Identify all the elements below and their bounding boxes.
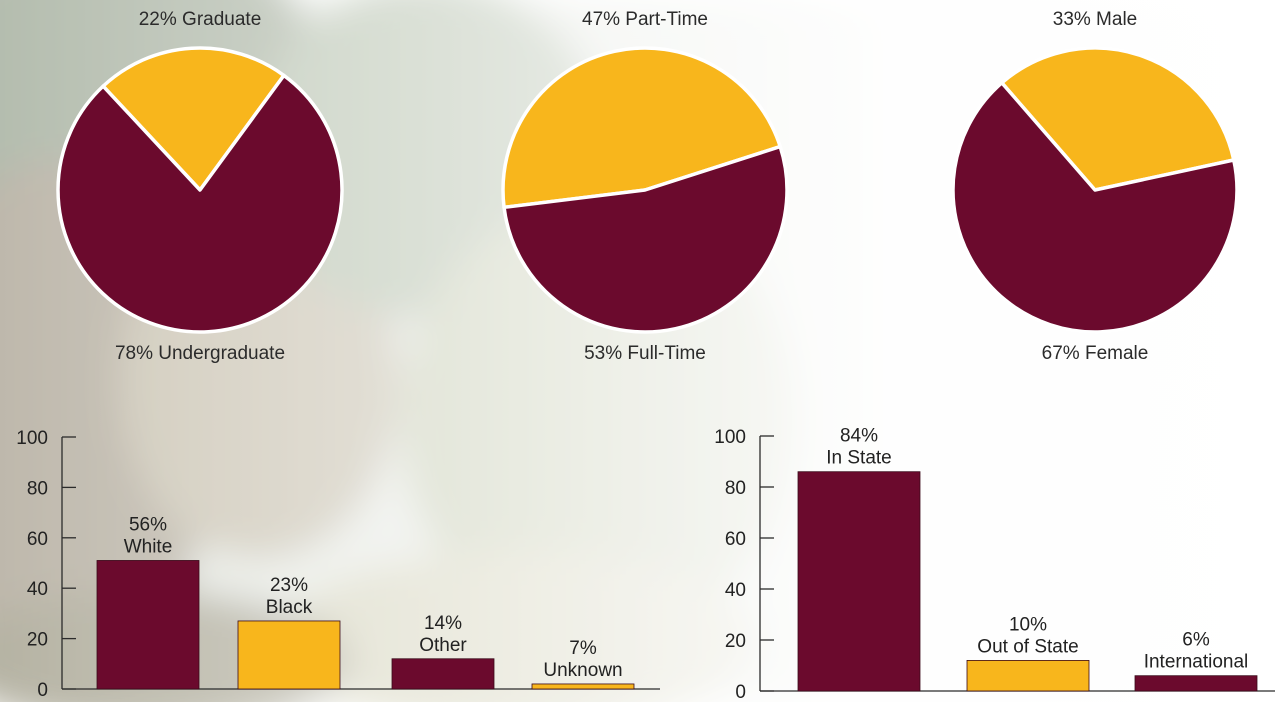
y-tick-label: 100 bbox=[16, 428, 48, 449]
y-tick-label: 60 bbox=[725, 529, 746, 550]
bar-value-label: 7% bbox=[569, 638, 597, 659]
bar-chart-residency: 0 20 40 60 80 100 84%In State 10%Out of State 6%… bbox=[714, 426, 1275, 702]
pie-enrollment-top-label: 47% Part-Time bbox=[582, 9, 708, 30]
pie-slice bbox=[502, 144, 789, 334]
y-tick-label: 40 bbox=[27, 579, 48, 600]
bar-value-label: 56% bbox=[129, 514, 167, 535]
y-tick-label: 80 bbox=[725, 478, 746, 499]
y-tick-label: 60 bbox=[27, 529, 48, 550]
pie-slice bbox=[56, 73, 344, 334]
pie-level-block: 22% Graduate 78% Undergraduate bbox=[40, 0, 360, 380]
bar bbox=[966, 659, 1090, 692]
bar-value-label: 84% bbox=[840, 426, 878, 447]
bar-value-label: 6% bbox=[1182, 630, 1210, 651]
bar bbox=[797, 471, 921, 692]
pie-slice bbox=[1000, 46, 1236, 192]
bar-value-label: 14% bbox=[424, 613, 462, 634]
y-tick-label: 40 bbox=[725, 580, 746, 601]
pie-gender-block: 33% Male 67% Female bbox=[935, 0, 1255, 380]
y-tick-label: 80 bbox=[27, 478, 48, 499]
pie-enrollment-block: 47% Part-Time 53% Full-Time bbox=[485, 0, 805, 380]
pie-gender-top-label: 33% Male bbox=[1052, 9, 1138, 30]
pie-slice bbox=[951, 81, 1239, 334]
bar-category-label: Other bbox=[419, 635, 467, 656]
pie-chart-gender bbox=[951, 46, 1239, 334]
bar bbox=[391, 658, 495, 690]
bar-category-label: Black bbox=[266, 597, 313, 618]
bar-category-label: White bbox=[124, 536, 173, 557]
pie-slice bbox=[101, 46, 286, 192]
pie-level-top-label: 22% Graduate bbox=[138, 9, 262, 30]
pie-level-bottom-label: 78% Undergraduate bbox=[114, 343, 286, 364]
bar-category-label: Out of State bbox=[977, 636, 1078, 657]
pie-chart-level bbox=[56, 46, 344, 334]
y-tick-label: 20 bbox=[27, 630, 48, 651]
y-tick-label: 0 bbox=[37, 680, 48, 701]
bar-category-label: Unknown bbox=[543, 660, 622, 681]
y-tick-label: 0 bbox=[735, 682, 746, 702]
y-tick-label: 100 bbox=[714, 427, 746, 448]
bar bbox=[237, 620, 341, 690]
bar-category-label: International bbox=[1144, 652, 1249, 673]
bar-value-label: 10% bbox=[1009, 614, 1047, 635]
pie-chart-enrollment bbox=[501, 46, 789, 334]
y-tick-label: 20 bbox=[725, 631, 746, 652]
bar-chart-ethnicity: 0 20 40 60 80 100 56%White 23%Black 14%Other 7%Un… bbox=[16, 428, 660, 701]
bar bbox=[96, 560, 200, 690]
pie-enrollment-bottom-label: 53% Full-Time bbox=[584, 343, 706, 364]
pie-gender-bottom-label: 67% Female bbox=[1041, 343, 1149, 364]
bar bbox=[1134, 675, 1258, 692]
bar-value-label: 23% bbox=[270, 575, 308, 596]
bar-category-label: In State bbox=[826, 448, 892, 469]
bar bbox=[531, 683, 635, 690]
